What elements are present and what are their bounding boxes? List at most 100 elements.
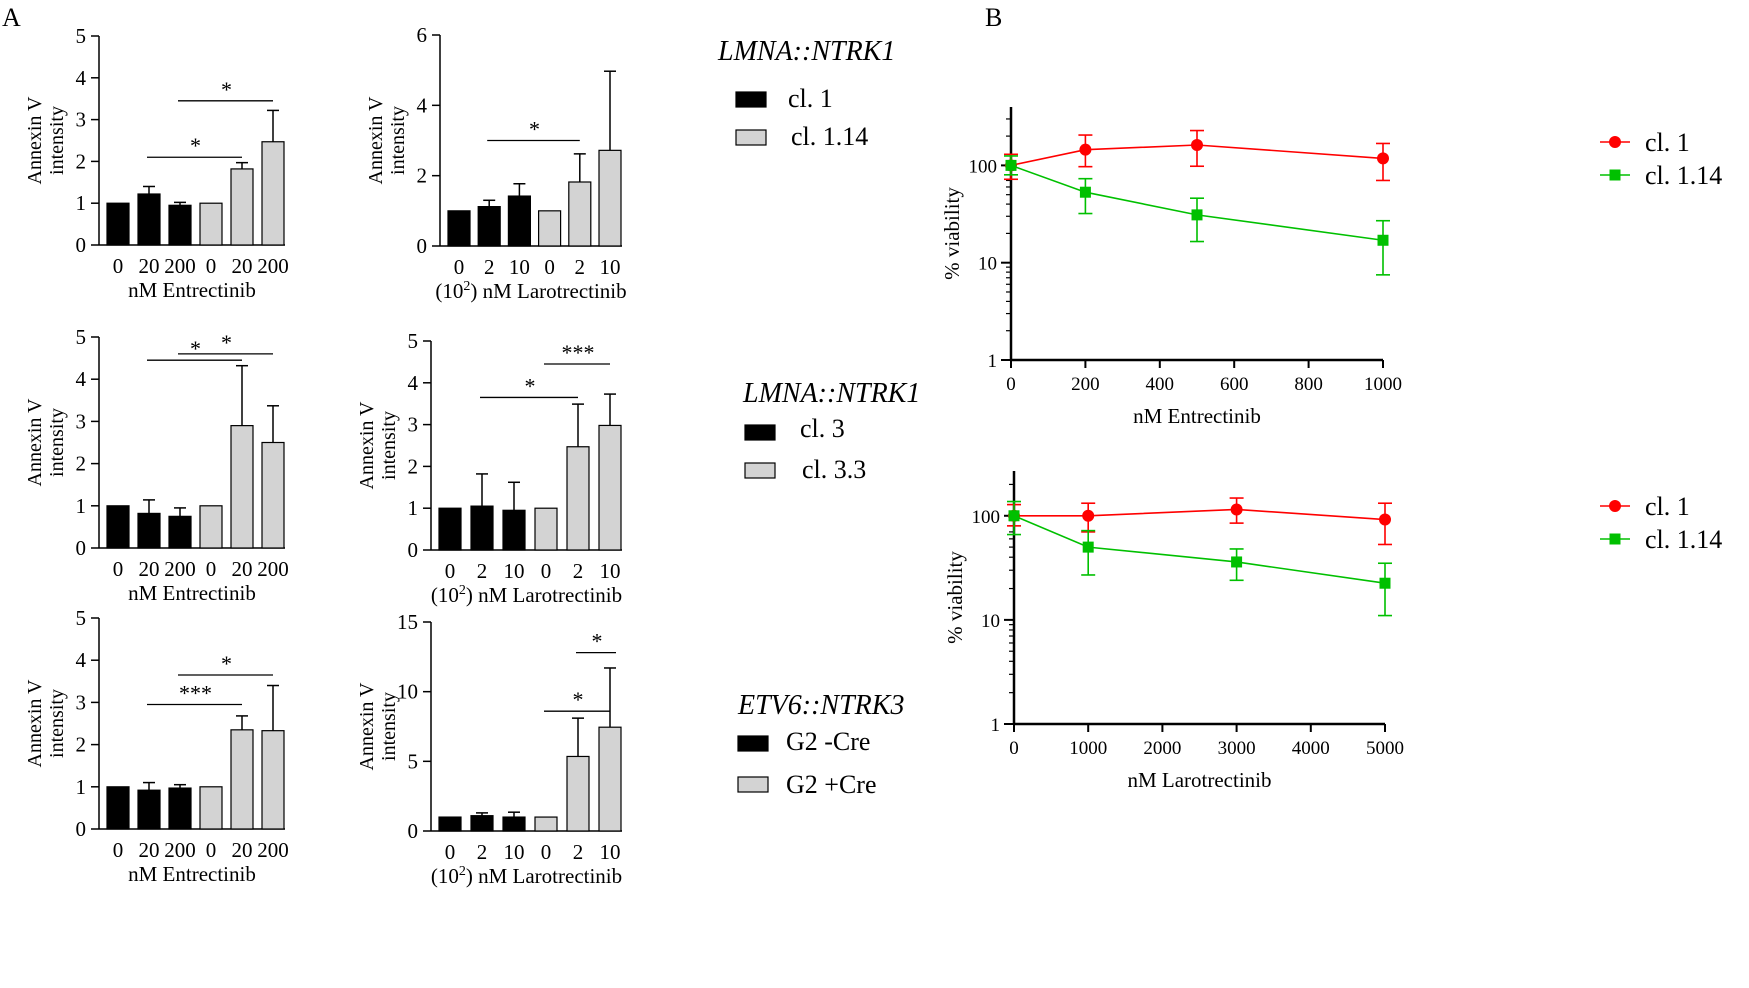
y-axis-label: Annexin Vintensity [24, 398, 68, 487]
y-tick-label: 4 [76, 66, 87, 90]
legend-swatch-gray [735, 129, 767, 146]
y-tick-label: 0 [76, 817, 87, 841]
bar [502, 509, 526, 551]
bar [470, 815, 494, 832]
bar [598, 149, 622, 247]
significance-label: * [190, 133, 201, 158]
bar [137, 789, 161, 830]
y-tick-label: 4 [417, 93, 428, 117]
x-axis-label: (102) nM Larotrectinib [431, 583, 622, 607]
legend-marker [1609, 500, 1621, 512]
bar [261, 730, 285, 830]
y-tick-label: 3 [76, 690, 87, 714]
y-tick-label: 5 [408, 329, 419, 353]
bar [470, 505, 494, 551]
x-tick-label: 0 [541, 840, 552, 864]
x-tick-label: 5000 [1366, 738, 1404, 759]
legend-swatch-black [744, 424, 776, 441]
x-tick-label: 200 [1071, 374, 1100, 395]
series-line [1013, 515, 1386, 585]
bar [438, 507, 462, 551]
legend-label: G2 +Cre [786, 770, 876, 799]
y-tick-label: 4 [76, 367, 87, 391]
bar [261, 441, 285, 549]
x-tick-label: 10 [600, 559, 621, 583]
x-tick-label: 20 [139, 254, 160, 278]
x-tick-label: 4000 [1292, 738, 1330, 759]
x-axis-label: nM Entrectinib [128, 862, 256, 886]
x-tick-label: 10 [509, 255, 530, 279]
bar [199, 786, 223, 830]
x-tick-label: 200 [257, 557, 289, 581]
bar [598, 424, 622, 551]
y-tick-label: 3 [76, 108, 87, 132]
x-tick-label: 10 [504, 559, 525, 583]
bar [230, 729, 254, 830]
legend-marker [1609, 533, 1621, 545]
significance-label: *** [562, 340, 595, 365]
bar [598, 726, 622, 832]
y-tick-label: 5 [76, 325, 87, 349]
x-tick-label: 3000 [1218, 738, 1256, 759]
panel-label-a: A [2, 3, 21, 32]
x-tick-label: 0 [206, 838, 217, 862]
y-axis-label: Annexin Vintensity [365, 96, 409, 185]
x-tick-label: 0 [113, 838, 124, 862]
x-tick-label: 0 [113, 254, 124, 278]
x-tick-label: 200 [164, 557, 196, 581]
x-tick-label: 10 [600, 255, 621, 279]
x-tick-label: 2 [573, 840, 584, 864]
legend-title: LMNA::NTRK1 [717, 36, 895, 67]
y-tick-label: 2 [417, 164, 428, 188]
data-point [1079, 143, 1092, 156]
x-tick-label: 600 [1220, 374, 1249, 395]
bar [137, 193, 161, 246]
y-axis-label: Annexin Vintensity [24, 96, 68, 185]
bar [534, 507, 558, 551]
x-tick-label: 2 [573, 559, 584, 583]
x-axis-label: nM Entrectinib [128, 278, 256, 302]
significance-label: * [573, 687, 584, 712]
legend-swatch-gray [737, 776, 769, 793]
x-tick-label: 800 [1294, 374, 1323, 395]
bar [438, 816, 462, 832]
data-point [1191, 209, 1203, 221]
y-tick-label: 1 [991, 715, 1001, 736]
y-axis-label: Annexin Vintensity [356, 401, 400, 490]
y-axis-label: Annexin Vintensity [24, 679, 68, 768]
y-tick-label: 5 [408, 749, 419, 773]
significance-label: * [221, 77, 232, 102]
x-axis-label: (102) nM Larotrectinib [431, 864, 622, 888]
x-tick-label: 0 [544, 255, 555, 279]
x-tick-label: 200 [257, 838, 289, 862]
series-line [1014, 508, 1386, 521]
x-tick-label: 0 [206, 254, 217, 278]
x-tick-label: 20 [139, 557, 160, 581]
y-tick-label: 5 [76, 606, 87, 630]
x-tick-label: 2 [575, 255, 586, 279]
bar [106, 505, 130, 549]
y-tick-label: 5 [76, 24, 87, 48]
y-tick-label: 1 [408, 496, 419, 520]
x-tick-label: 1000 [1069, 738, 1107, 759]
x-tick-label: 0 [113, 557, 124, 581]
data-point [1082, 509, 1095, 522]
bar [168, 515, 192, 549]
x-tick-label: 0 [541, 559, 552, 583]
bar [199, 202, 223, 246]
y-tick-label: 4 [76, 648, 87, 672]
y-tick-label: 100 [972, 507, 1001, 528]
bar [568, 181, 592, 247]
y-tick-label: 6 [417, 23, 428, 47]
y-tick-label: 2 [408, 454, 419, 478]
x-tick-label: 200 [257, 254, 289, 278]
y-tick-label: 1 [988, 351, 998, 372]
significance-label: * [592, 629, 603, 654]
